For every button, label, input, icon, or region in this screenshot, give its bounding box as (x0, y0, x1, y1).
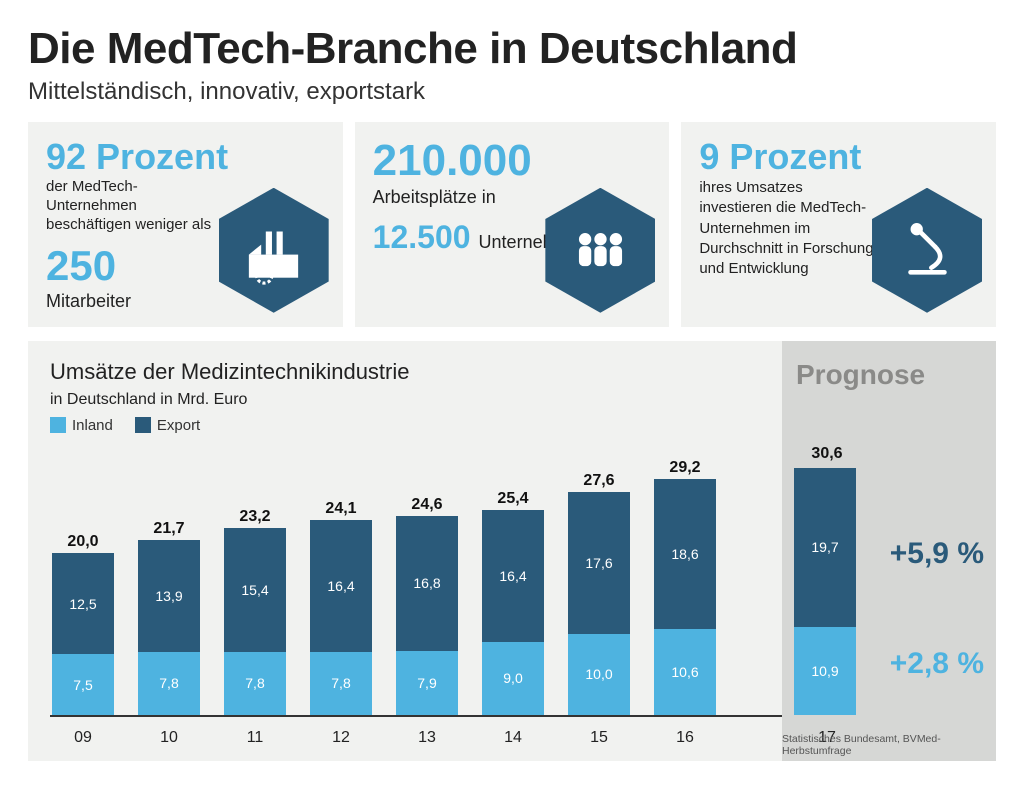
swatch-export (135, 417, 151, 433)
x-label: 10 (136, 729, 202, 747)
bar-segment-export: 17,6 (568, 492, 630, 634)
bar-total: 24,6 (394, 496, 460, 514)
bar-segment-inland: 7,5 (52, 654, 114, 714)
x-label: 15 (566, 729, 632, 747)
bar-column: 21,713,97,8 (136, 540, 202, 715)
bar-segment-inland: 10,9 (794, 627, 856, 715)
stat-cards-row: 92 Prozent der MedTech-Unternehmen besch… (28, 122, 996, 327)
legend-item-inland: Inland (50, 417, 113, 434)
growth-inland: +2,8 % (890, 647, 984, 681)
x-axis (50, 715, 782, 717)
bar-segment-export: 16,8 (396, 516, 458, 651)
bar-segment-inland: 7,8 (138, 652, 200, 715)
bar-segment-inland: 10,0 (568, 634, 630, 715)
bar-column: 20,012,57,5 (50, 553, 116, 714)
x-label: 12 (308, 729, 374, 747)
bar-column: 27,617,610,0 (566, 492, 632, 715)
swatch-inland (50, 417, 66, 433)
bar-segment-export: 13,9 (138, 540, 200, 652)
bar-segment-export: 16,4 (310, 520, 372, 652)
bar-segment-export: 15,4 (224, 528, 286, 652)
prognose-title: Prognose (796, 359, 982, 391)
bar-total: 29,2 (652, 459, 718, 477)
stat-card-rnd: 9 Prozent ihres Umsatzes investieren die… (681, 122, 996, 327)
legend-item-export: Export (135, 417, 200, 434)
bar-segment-export: 12,5 (52, 553, 114, 654)
bar-segment-inland: 9,0 (482, 642, 544, 715)
x-label: 14 (480, 729, 546, 747)
chart-legend: Inland Export (50, 417, 782, 434)
bar-total: 21,7 (136, 520, 202, 538)
stat-value: 9 Prozent (699, 136, 978, 178)
bar-total: 23,2 (222, 508, 288, 526)
bar-segment-inland: 7,8 (224, 652, 286, 715)
stat-card-employees: 92 Prozent der MedTech-Unternehmen besch… (28, 122, 343, 327)
bar-segment-export: 19,7 (794, 468, 856, 627)
legend-label: Export (157, 417, 200, 434)
bar-column: 25,416,49,0 (480, 510, 546, 715)
bar-segment-export: 16,4 (482, 510, 544, 642)
stat-card-jobs: 210.000 Arbeitsplätze in 12.500 Unterneh… (355, 122, 670, 327)
bar-segment-export: 18,6 (654, 479, 716, 629)
bar-total: 20,0 (50, 533, 116, 551)
bar-column: 24,616,87,9 (394, 516, 460, 715)
x-labels: 09 10 11 12 13 14 15 16 (50, 729, 782, 747)
prognose-bar: 30,6 19,710,9 (794, 465, 860, 715)
x-label: 13 (394, 729, 460, 747)
bar-total: 30,6 (794, 445, 860, 463)
stat-value: 92 Prozent (46, 136, 325, 178)
page-subtitle: Mittelständisch, innovativ, exportstark (28, 78, 996, 106)
bar-column: 24,116,47,8 (308, 520, 374, 715)
x-label: 09 (50, 729, 116, 747)
stat-value: 210.000 (373, 136, 652, 186)
microscope-icon (872, 188, 982, 313)
source-text: Statistisches Bundesamt, BVMed-Herbstumf… (782, 733, 986, 757)
chart-subtitle: in Deutschland in Mrd. Euro (50, 391, 782, 409)
growth-export: +5,9 % (890, 537, 984, 571)
bar-column: 23,215,47,8 (222, 528, 288, 715)
bar-segment-inland: 7,8 (310, 652, 372, 715)
bars-container: 20,012,57,521,713,97,823,215,47,824,116,… (50, 465, 782, 715)
stat-desc: der MedTech-Unternehmen beschäftigen wen… (46, 178, 216, 234)
stat-value: 12.500 (373, 219, 471, 256)
bar-segment-inland: 10,6 (654, 629, 716, 714)
bar-column: 29,218,610,6 (652, 479, 718, 714)
chart-area: Umsätze der Medizintechnikindustrie in D… (28, 341, 996, 761)
chart-main: Umsätze der Medizintechnikindustrie in D… (28, 341, 782, 761)
prognose-panel: Prognose 30,6 19,710,9 17 +5,9 % +2,8 % … (782, 341, 996, 761)
bar-total: 27,6 (566, 472, 632, 490)
x-label: 16 (652, 729, 718, 747)
stat-desc: ihres Umsatzes investieren die MedTech-U… (699, 178, 879, 279)
page-title: Die MedTech-Branche in Deutschland (28, 24, 996, 74)
x-label: 11 (222, 729, 288, 747)
legend-label: Inland (72, 417, 113, 434)
bar-total: 25,4 (480, 490, 546, 508)
chart-title: Umsätze der Medizintechnikindustrie (50, 359, 782, 385)
bar-total: 24,1 (308, 500, 374, 518)
bar-segment-inland: 7,9 (396, 651, 458, 715)
